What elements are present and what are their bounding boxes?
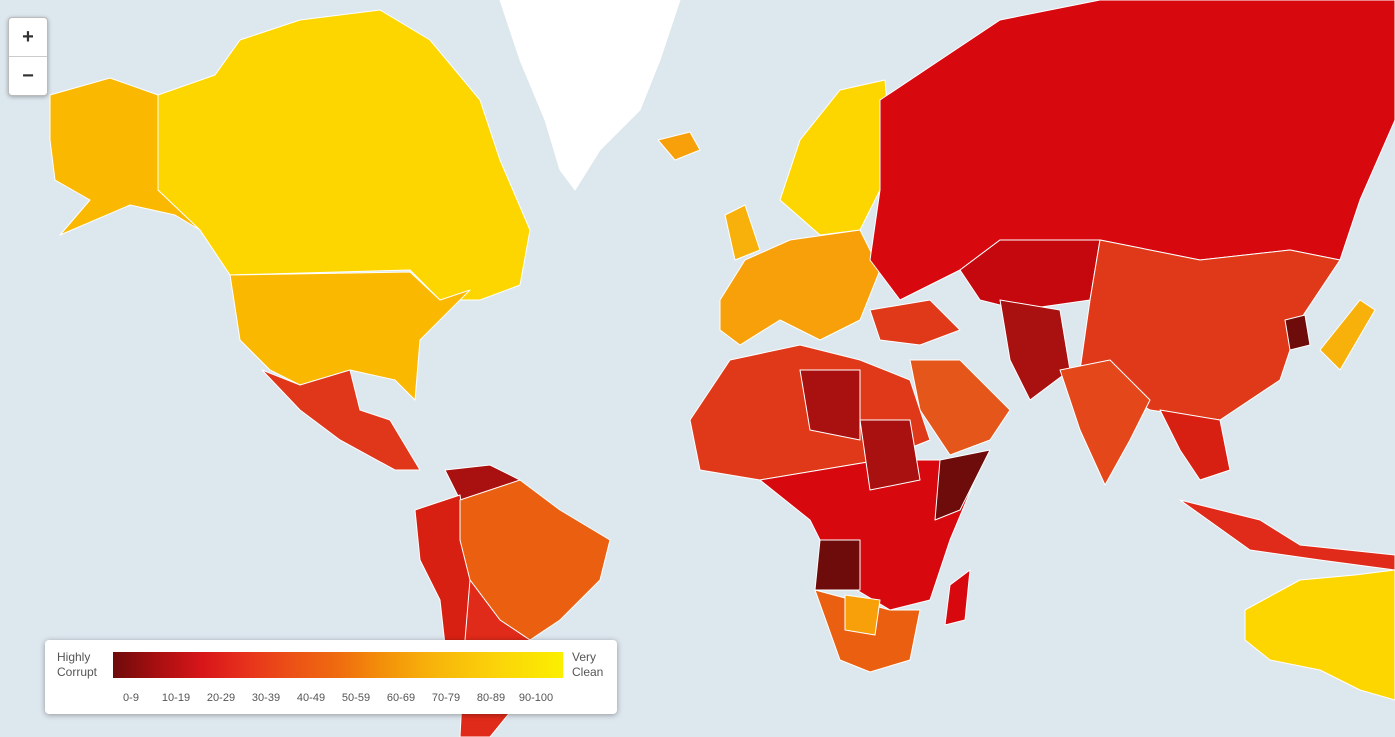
legend-range-label: 90-100 xyxy=(518,692,554,704)
legend-range-label: 0-9 xyxy=(123,692,139,704)
legend-range-label: 10-19 xyxy=(161,692,191,704)
legend-low-label: Highly Corrupt xyxy=(57,650,98,679)
zoom-control: + − xyxy=(8,17,48,96)
legend: Highly Corrupt Very Clean 0-9 10-19 20-29 3… xyxy=(45,640,617,714)
legend-range-label: 60-69 xyxy=(386,692,416,704)
legend-range-label: 30-39 xyxy=(251,692,281,704)
legend-range-label: 20-29 xyxy=(206,692,236,704)
zoom-out-button[interactable]: − xyxy=(9,56,47,95)
legend-range-label: 70-79 xyxy=(431,692,461,704)
zoom-in-button[interactable]: + xyxy=(22,26,34,48)
legend-range-label: 40-49 xyxy=(296,692,326,704)
legend-range-label: 50-59 xyxy=(341,692,371,704)
legend-high-label: Very Clean xyxy=(572,650,604,679)
legend-range-label: 80-89 xyxy=(476,692,506,704)
legend-gradient xyxy=(113,652,563,678)
